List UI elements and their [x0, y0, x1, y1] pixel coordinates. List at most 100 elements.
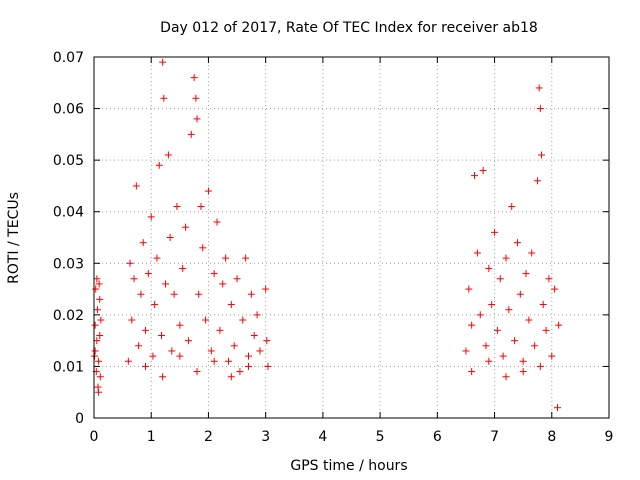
data-point	[96, 295, 104, 303]
data-point	[153, 254, 161, 262]
data-point	[187, 130, 195, 138]
x-tick-label: 7	[490, 429, 499, 445]
data-point	[126, 259, 134, 267]
data-point	[525, 316, 533, 324]
data-point	[511, 337, 519, 345]
data-point	[465, 285, 473, 293]
data-point	[536, 105, 544, 113]
data-point	[95, 357, 103, 365]
data-point	[155, 161, 163, 169]
data-point	[130, 275, 138, 283]
data-point	[468, 368, 476, 376]
data-point	[96, 373, 104, 381]
data-point	[522, 270, 530, 278]
data-point	[493, 326, 501, 334]
y-tick-label: 0.04	[53, 205, 84, 221]
data-point	[92, 285, 100, 293]
data-point	[222, 254, 230, 262]
data-point	[159, 373, 167, 381]
x-tick-label: 1	[147, 429, 156, 445]
data-point	[182, 223, 190, 231]
data-point	[207, 347, 215, 355]
data-point	[545, 275, 553, 283]
data-point	[149, 352, 157, 360]
data-point	[93, 337, 101, 345]
data-point	[142, 362, 149, 370]
data-point	[219, 280, 227, 288]
data-point	[96, 331, 104, 339]
data-point	[147, 213, 155, 221]
data-point	[462, 347, 470, 355]
data-point	[139, 239, 147, 247]
data-point	[204, 187, 212, 195]
data-point	[91, 321, 99, 329]
data-point	[93, 306, 101, 314]
data-point	[142, 326, 149, 334]
data-point	[197, 203, 205, 211]
y-tick-label: 0.02	[53, 308, 84, 324]
data-point	[537, 151, 545, 159]
data-point	[91, 347, 99, 355]
data-point	[476, 311, 484, 319]
data-point	[233, 275, 241, 283]
data-point	[176, 321, 184, 329]
data-point	[166, 234, 174, 241]
data-point	[159, 58, 167, 66]
y-tick-label: 0.05	[53, 153, 84, 169]
data-point	[230, 342, 238, 350]
axis-ticks: 0 0.01 0.02 0.03 0.04 0.05 0.06 0.07 0 1 2 3 4 5 6 7 8 9	[53, 50, 614, 445]
data-point	[210, 357, 218, 365]
data-point	[162, 280, 170, 288]
data-point	[533, 177, 541, 185]
data-point	[94, 383, 102, 391]
data-point	[124, 357, 132, 365]
data-point	[502, 254, 510, 262]
data-point	[128, 316, 136, 324]
data-point	[216, 326, 224, 334]
x-tick-label: 4	[318, 429, 327, 445]
data-point	[151, 301, 159, 309]
data-point	[548, 352, 556, 360]
data-point	[95, 280, 103, 288]
data-point	[516, 290, 524, 298]
x-tick-label: 3	[261, 429, 270, 445]
data-point	[263, 337, 271, 345]
data-point	[551, 285, 559, 293]
x-tick-label: 5	[376, 429, 385, 445]
data-point	[502, 373, 510, 381]
plot-frame	[93, 56, 610, 419]
data-point	[236, 368, 244, 376]
data-point	[164, 151, 172, 159]
data-point	[137, 290, 145, 298]
data-point	[93, 275, 101, 283]
x-axis-label: GPS time / hours	[290, 458, 407, 474]
data-point	[227, 373, 235, 381]
data-point	[190, 74, 198, 82]
x-tick-label: 0	[90, 429, 99, 445]
data-point	[160, 94, 168, 102]
x-tick-label: 6	[433, 429, 442, 445]
data-point	[513, 239, 521, 247]
data-point	[193, 115, 201, 123]
data-point	[554, 404, 561, 412]
y-tick-label: 0.01	[53, 359, 84, 375]
data-point	[193, 368, 201, 376]
data-point	[132, 182, 140, 190]
y-axis-label: ROTI / TECUs	[6, 192, 22, 284]
chart-title: Day 012 of 2017, Rate Of TEC Index for r…	[160, 20, 538, 36]
x-tick-label: 8	[547, 429, 556, 445]
data-point	[158, 331, 166, 339]
data-point	[262, 285, 270, 293]
data-point	[499, 352, 507, 360]
data-point	[253, 311, 261, 319]
data-point	[173, 203, 181, 211]
data-point	[144, 270, 152, 278]
data-point	[473, 249, 481, 257]
grid	[94, 57, 609, 418]
data-point	[555, 321, 563, 329]
data-point	[485, 264, 493, 272]
x-tick-label: 2	[204, 429, 213, 445]
data-point	[542, 326, 550, 334]
data-point	[536, 362, 544, 370]
